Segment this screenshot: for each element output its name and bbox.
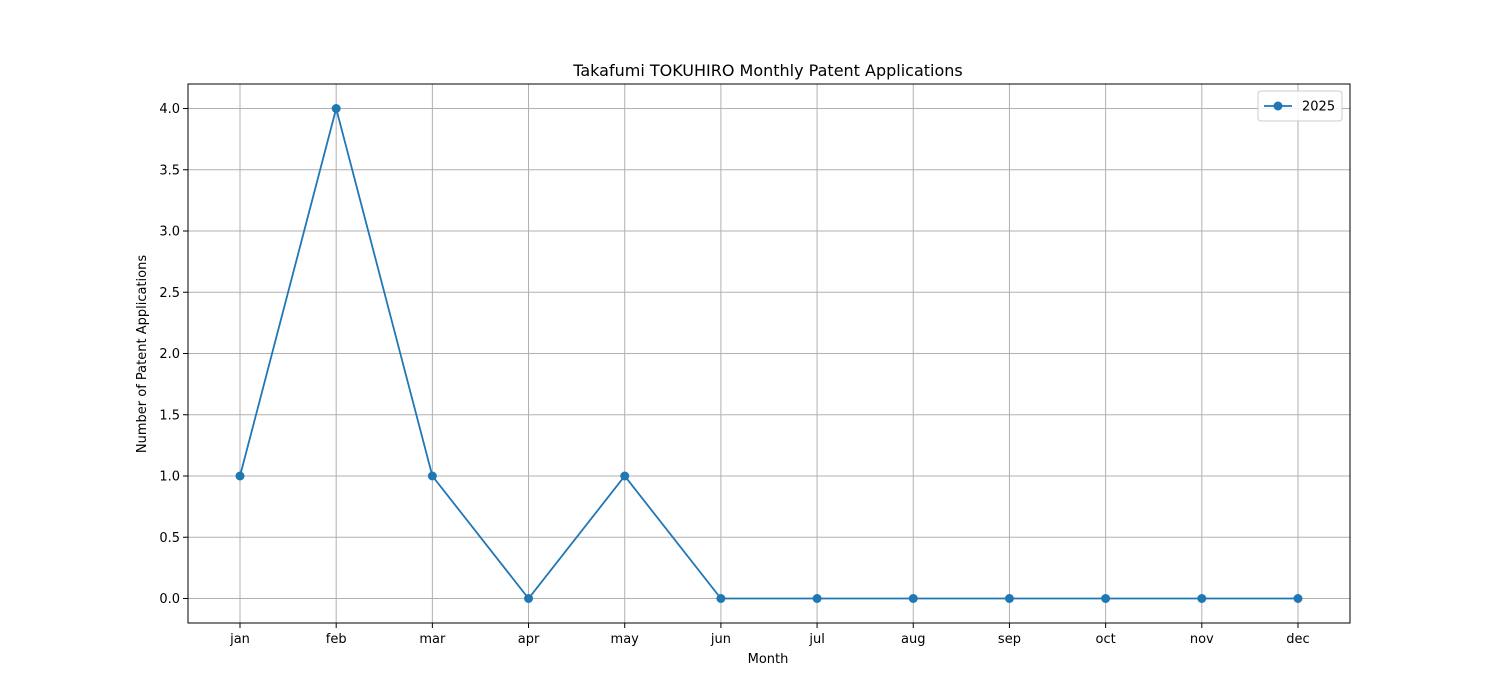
x-tick-label: jun bbox=[710, 632, 731, 647]
data-point bbox=[524, 594, 533, 603]
x-axis-label: Month bbox=[748, 652, 789, 667]
x-tick-label: nov bbox=[1190, 632, 1214, 647]
x-tick-label: aug bbox=[901, 632, 925, 647]
data-point bbox=[716, 594, 725, 603]
x-tick-label: dec bbox=[1286, 632, 1309, 647]
data-point bbox=[428, 472, 437, 481]
data-point bbox=[1005, 594, 1014, 603]
y-tick-label: 0.0 bbox=[159, 592, 180, 607]
data-point bbox=[1197, 594, 1206, 603]
x-tick-label: jul bbox=[808, 632, 824, 647]
x-tick-label: may bbox=[611, 632, 640, 647]
y-axis-label: Number of Patent Applications bbox=[135, 255, 150, 453]
x-tick-label: apr bbox=[518, 632, 540, 647]
data-point bbox=[1293, 594, 1302, 603]
data-point bbox=[1101, 594, 1110, 603]
data-point bbox=[236, 472, 245, 481]
data-point bbox=[620, 472, 629, 481]
y-tick-label: 2.5 bbox=[159, 286, 180, 301]
y-tick-label: 0.5 bbox=[159, 531, 180, 546]
y-tick-label: 2.0 bbox=[159, 347, 180, 362]
data-point bbox=[909, 594, 918, 603]
y-tick-label: 1.5 bbox=[159, 408, 180, 423]
y-tick-label: 3.5 bbox=[159, 163, 180, 178]
y-tick-label: 1.0 bbox=[159, 470, 180, 485]
x-tick-label: jan bbox=[229, 632, 250, 647]
x-tick-label: oct bbox=[1096, 632, 1116, 647]
x-tick-label: sep bbox=[998, 632, 1021, 647]
legend-marker bbox=[1274, 102, 1283, 111]
data-point bbox=[332, 104, 341, 113]
data-point bbox=[813, 594, 822, 603]
legend: 2025 bbox=[1258, 91, 1342, 121]
y-tick-label: 3.0 bbox=[159, 225, 180, 240]
x-tick-label: feb bbox=[326, 632, 347, 647]
y-tick-label: 4.0 bbox=[159, 102, 180, 117]
x-tick-label: mar bbox=[419, 632, 446, 647]
legend-label: 2025 bbox=[1302, 100, 1335, 115]
chart-title: Takafumi TOKUHIRO Monthly Patent Applica… bbox=[572, 61, 963, 80]
